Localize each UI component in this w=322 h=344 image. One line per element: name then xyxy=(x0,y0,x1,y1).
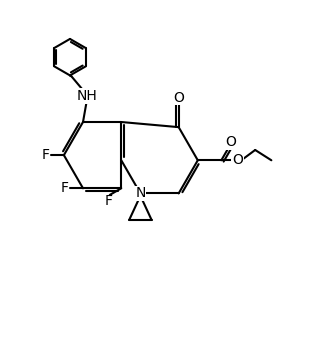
Text: O: O xyxy=(225,135,236,149)
Text: F: F xyxy=(104,194,112,208)
Text: O: O xyxy=(173,91,184,105)
Text: O: O xyxy=(232,153,243,167)
Text: N: N xyxy=(135,186,146,201)
Text: NH: NH xyxy=(76,89,97,103)
Text: F: F xyxy=(41,148,49,162)
Text: F: F xyxy=(61,181,69,195)
